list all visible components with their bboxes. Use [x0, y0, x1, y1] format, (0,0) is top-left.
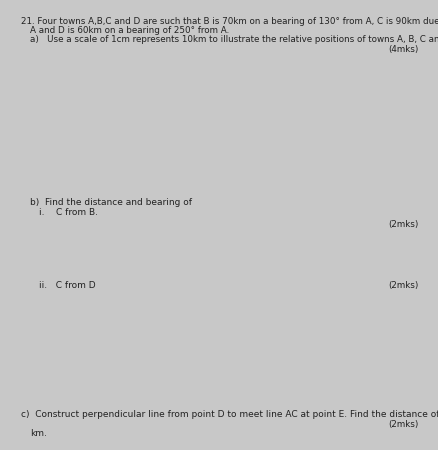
Text: (2mks): (2mks): [388, 420, 418, 429]
Text: km.: km.: [30, 429, 47, 438]
Text: 21. Four towns A,B,C and D are such that B is 70km on a bearing of 130° from A, : 21. Four towns A,B,C and D are such that…: [21, 17, 438, 26]
Text: (2mks): (2mks): [388, 220, 418, 230]
Text: b)  Find the distance and bearing of: b) Find the distance and bearing of: [30, 198, 192, 207]
Text: A and D is 60km on a bearing of 250° from A.: A and D is 60km on a bearing of 250° fro…: [30, 26, 229, 35]
Text: (2mks): (2mks): [388, 281, 418, 290]
Text: c)  Construct perpendicular line from point D to meet line AC at point E. Find t: c) Construct perpendicular line from poi…: [21, 410, 438, 419]
Text: a)   Use a scale of 1cm represents 10km to illustrate the relative positions of : a) Use a scale of 1cm represents 10km to…: [30, 35, 438, 44]
Text: ii.   C from D: ii. C from D: [39, 281, 95, 290]
Text: (4mks): (4mks): [388, 45, 418, 54]
Text: i.    C from B.: i. C from B.: [39, 208, 98, 217]
